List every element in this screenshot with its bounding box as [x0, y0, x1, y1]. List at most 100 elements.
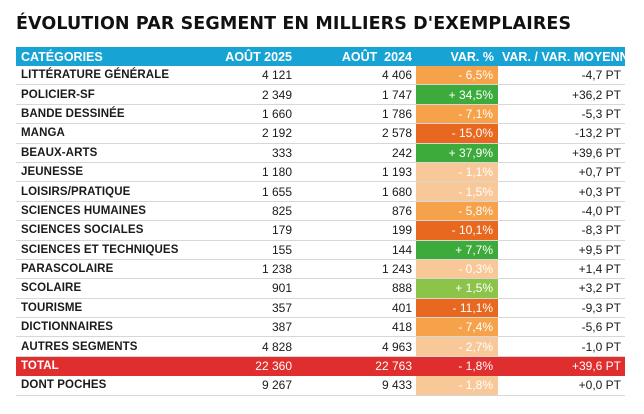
var-moyenne-cell: -4,7 PT	[498, 66, 625, 86]
var-moyenne-cell: -4,0 PT	[498, 201, 625, 222]
var-pct-cell: - 10,1%	[416, 220, 498, 241]
category-cell: BANDE DESSINÉE	[16, 104, 209, 125]
value-2024-cell: 1 193	[296, 162, 416, 183]
table-row: TOURISME 357 401- 11,1% -9,3 PT	[16, 298, 625, 319]
var-pct-cell: - 1,8%	[416, 356, 498, 377]
value-2024-cell: 4 963	[296, 336, 416, 357]
var-pct-cell: - 6,5%	[416, 66, 498, 86]
var-moyenne-cell: -8,3 PT	[498, 220, 625, 241]
var-pct-cell: - 0,3%	[416, 259, 498, 280]
category-cell: AUTRES SEGMENTS	[16, 336, 209, 357]
value-2025-cell: 1 660	[209, 104, 296, 125]
table-row: SCOLAIRE 901 888 + 1,5% +3,2 PT	[16, 278, 625, 299]
value-2024-cell: 876	[296, 201, 416, 222]
header-var-moyenne: VAR. / VAR. MOYENNE	[498, 47, 637, 66]
var-pct-cell: - 1,1%	[416, 162, 498, 183]
table-row: BANDE DESSINÉE 1 660 1 786- 7,1% -5,3 PT	[16, 104, 625, 125]
table-row: SCIENCES SOCIALES 179 199- 10,1% -8,3 PT	[16, 220, 625, 241]
var-moyenne-cell: +0,0 PT	[498, 375, 625, 396]
table-row: PARASCOLAIRE 1 238 1 243- 0,3% +1,4 PT	[16, 259, 625, 280]
category-cell: MANGA	[16, 123, 209, 144]
value-2025-cell: 4 828	[209, 336, 296, 357]
table-title: ÉVOLUTION PAR SEGMENT EN MILLIERS D'EXEM…	[16, 14, 572, 34]
value-2024-cell: 199	[296, 220, 416, 241]
header-row: CATÉGORIES AOÛT 2025 AOÛT 2024 VAR. % VA…	[16, 47, 637, 66]
category-cell: POLICIER-SF	[16, 84, 209, 105]
table-row: JEUNESSE 1 180 1 193- 1,1% +0,7 PT	[16, 162, 625, 183]
value-2025-cell: 179	[209, 220, 296, 241]
value-2025-cell: 1 180	[209, 162, 296, 183]
header-aout-2024: AOÛT 2024	[296, 47, 416, 66]
var-pct-cell: + 37,9%	[416, 143, 498, 163]
category-cell: JEUNESSE	[16, 162, 209, 183]
var-moyenne-cell: +36,2 PT	[498, 84, 625, 105]
value-2025-cell: 4 121	[209, 66, 296, 86]
var-pct-cell: - 1,8%	[416, 375, 498, 396]
table-row: LOISIRS/PRATIQUE 1 655 1 680- 1,5% +0,3 PT	[16, 181, 625, 202]
table-row: LITTÉRATURE GÉNÉRALE 4 121 4 406- 6,5% -4,7…	[16, 66, 625, 86]
var-pct-cell: + 1,5%	[416, 278, 498, 299]
data-table: CATÉGORIES AOÛT 2025 AOÛT 2024 VAR. % VA…	[16, 47, 637, 396]
value-2025-cell: 357	[209, 298, 296, 319]
var-moyenne-cell: +0,3 PT	[498, 181, 625, 202]
value-2024-cell: 144	[296, 240, 416, 260]
header-aout-2025: AOÛT 2025	[209, 47, 296, 66]
table-row: SCIENCES ET TECHNIQUES 155 144 + 7,7% +9,5 P…	[16, 240, 625, 260]
value-2024-cell: 2 578	[296, 123, 416, 144]
var-moyenne-cell: -13,2 PT	[498, 123, 625, 144]
table-row: DICTIONNAIRES 387 418- 7,4% -5,6 PT	[16, 317, 625, 338]
var-moyenne-cell: -1,0 PT	[498, 336, 625, 357]
value-2025-cell: 155	[209, 240, 296, 260]
value-2025-cell: 2 349	[209, 84, 296, 105]
category-cell: PARASCOLAIRE	[16, 259, 209, 280]
var-moyenne-cell: +3,2 PT	[498, 278, 625, 299]
value-2025-cell: 22 360	[209, 356, 296, 377]
table-row: DONT POCHES 9 267 9 433- 1,8% +0,0 PT	[16, 375, 625, 396]
var-pct-cell: - 7,4%	[416, 317, 498, 338]
value-2024-cell: 418	[296, 317, 416, 338]
value-2025-cell: 387	[209, 317, 296, 338]
category-cell: TOURISME	[16, 298, 209, 319]
var-moyenne-cell: -5,3 PT	[498, 104, 625, 125]
category-cell: SCIENCES ET TECHNIQUES	[16, 240, 209, 260]
category-cell: LITTÉRATURE GÉNÉRALE	[16, 66, 209, 86]
var-moyenne-cell: -9,3 PT	[498, 298, 625, 319]
var-moyenne-cell: +1,4 PT	[498, 259, 625, 280]
value-2024-cell: 1 680	[296, 181, 416, 202]
var-moyenne-cell: +0,7 PT	[498, 162, 625, 183]
value-2024-cell: 401	[296, 298, 416, 319]
var-moyenne-cell: +9,5 PT	[498, 240, 625, 260]
value-2024-cell: 1 786	[296, 104, 416, 125]
value-2025-cell: 9 267	[209, 375, 296, 396]
value-2024-cell: 4 406	[296, 66, 416, 86]
var-moyenne-cell: -5,6 PT	[498, 317, 625, 338]
var-pct-cell: + 34,5%	[416, 84, 498, 105]
table-row: MANGA 2 192 2 578- 15,0% -13,2 PT	[16, 123, 625, 144]
value-2025-cell: 901	[209, 278, 296, 299]
category-cell: BEAUX-ARTS	[16, 143, 209, 163]
table-row: BEAUX-ARTS 333 242 + 37,9% +39,6 PT	[16, 143, 625, 163]
total-row: TOTAL 22 360 22 763- 1,8% +39,6 PT	[16, 356, 625, 377]
var-pct-cell: - 2,7%	[416, 336, 498, 357]
var-pct-cell: + 7,7%	[416, 240, 498, 260]
table-body: LITTÉRATURE GÉNÉRALE 4 121 4 406- 6,5% -4,7…	[16, 66, 625, 396]
value-2024-cell: 242	[296, 143, 416, 163]
value-2024-cell: 1 243	[296, 259, 416, 280]
var-moyenne-cell: +39,6 PT	[498, 143, 625, 163]
value-2024-cell: 9 433	[296, 375, 416, 396]
category-cell: SCOLAIRE	[16, 278, 209, 299]
var-pct-cell: - 7,1%	[416, 104, 498, 125]
category-cell: LOISIRS/PRATIQUE	[16, 181, 209, 202]
value-2024-cell: 1 747	[296, 84, 416, 105]
header-var-pct: VAR. %	[416, 47, 498, 66]
var-moyenne-cell: +39,6 PT	[498, 356, 625, 377]
table-row: SCIENCES HUMAINES 825 876- 5,8% -4,0 PT	[16, 201, 625, 222]
value-2025-cell: 1 238	[209, 259, 296, 280]
value-2025-cell: 1 655	[209, 181, 296, 202]
value-2025-cell: 825	[209, 201, 296, 222]
category-cell: DONT POCHES	[16, 375, 209, 396]
value-2024-cell: 888	[296, 278, 416, 299]
var-pct-cell: - 5,8%	[416, 201, 498, 222]
category-cell: DICTIONNAIRES	[16, 317, 209, 338]
